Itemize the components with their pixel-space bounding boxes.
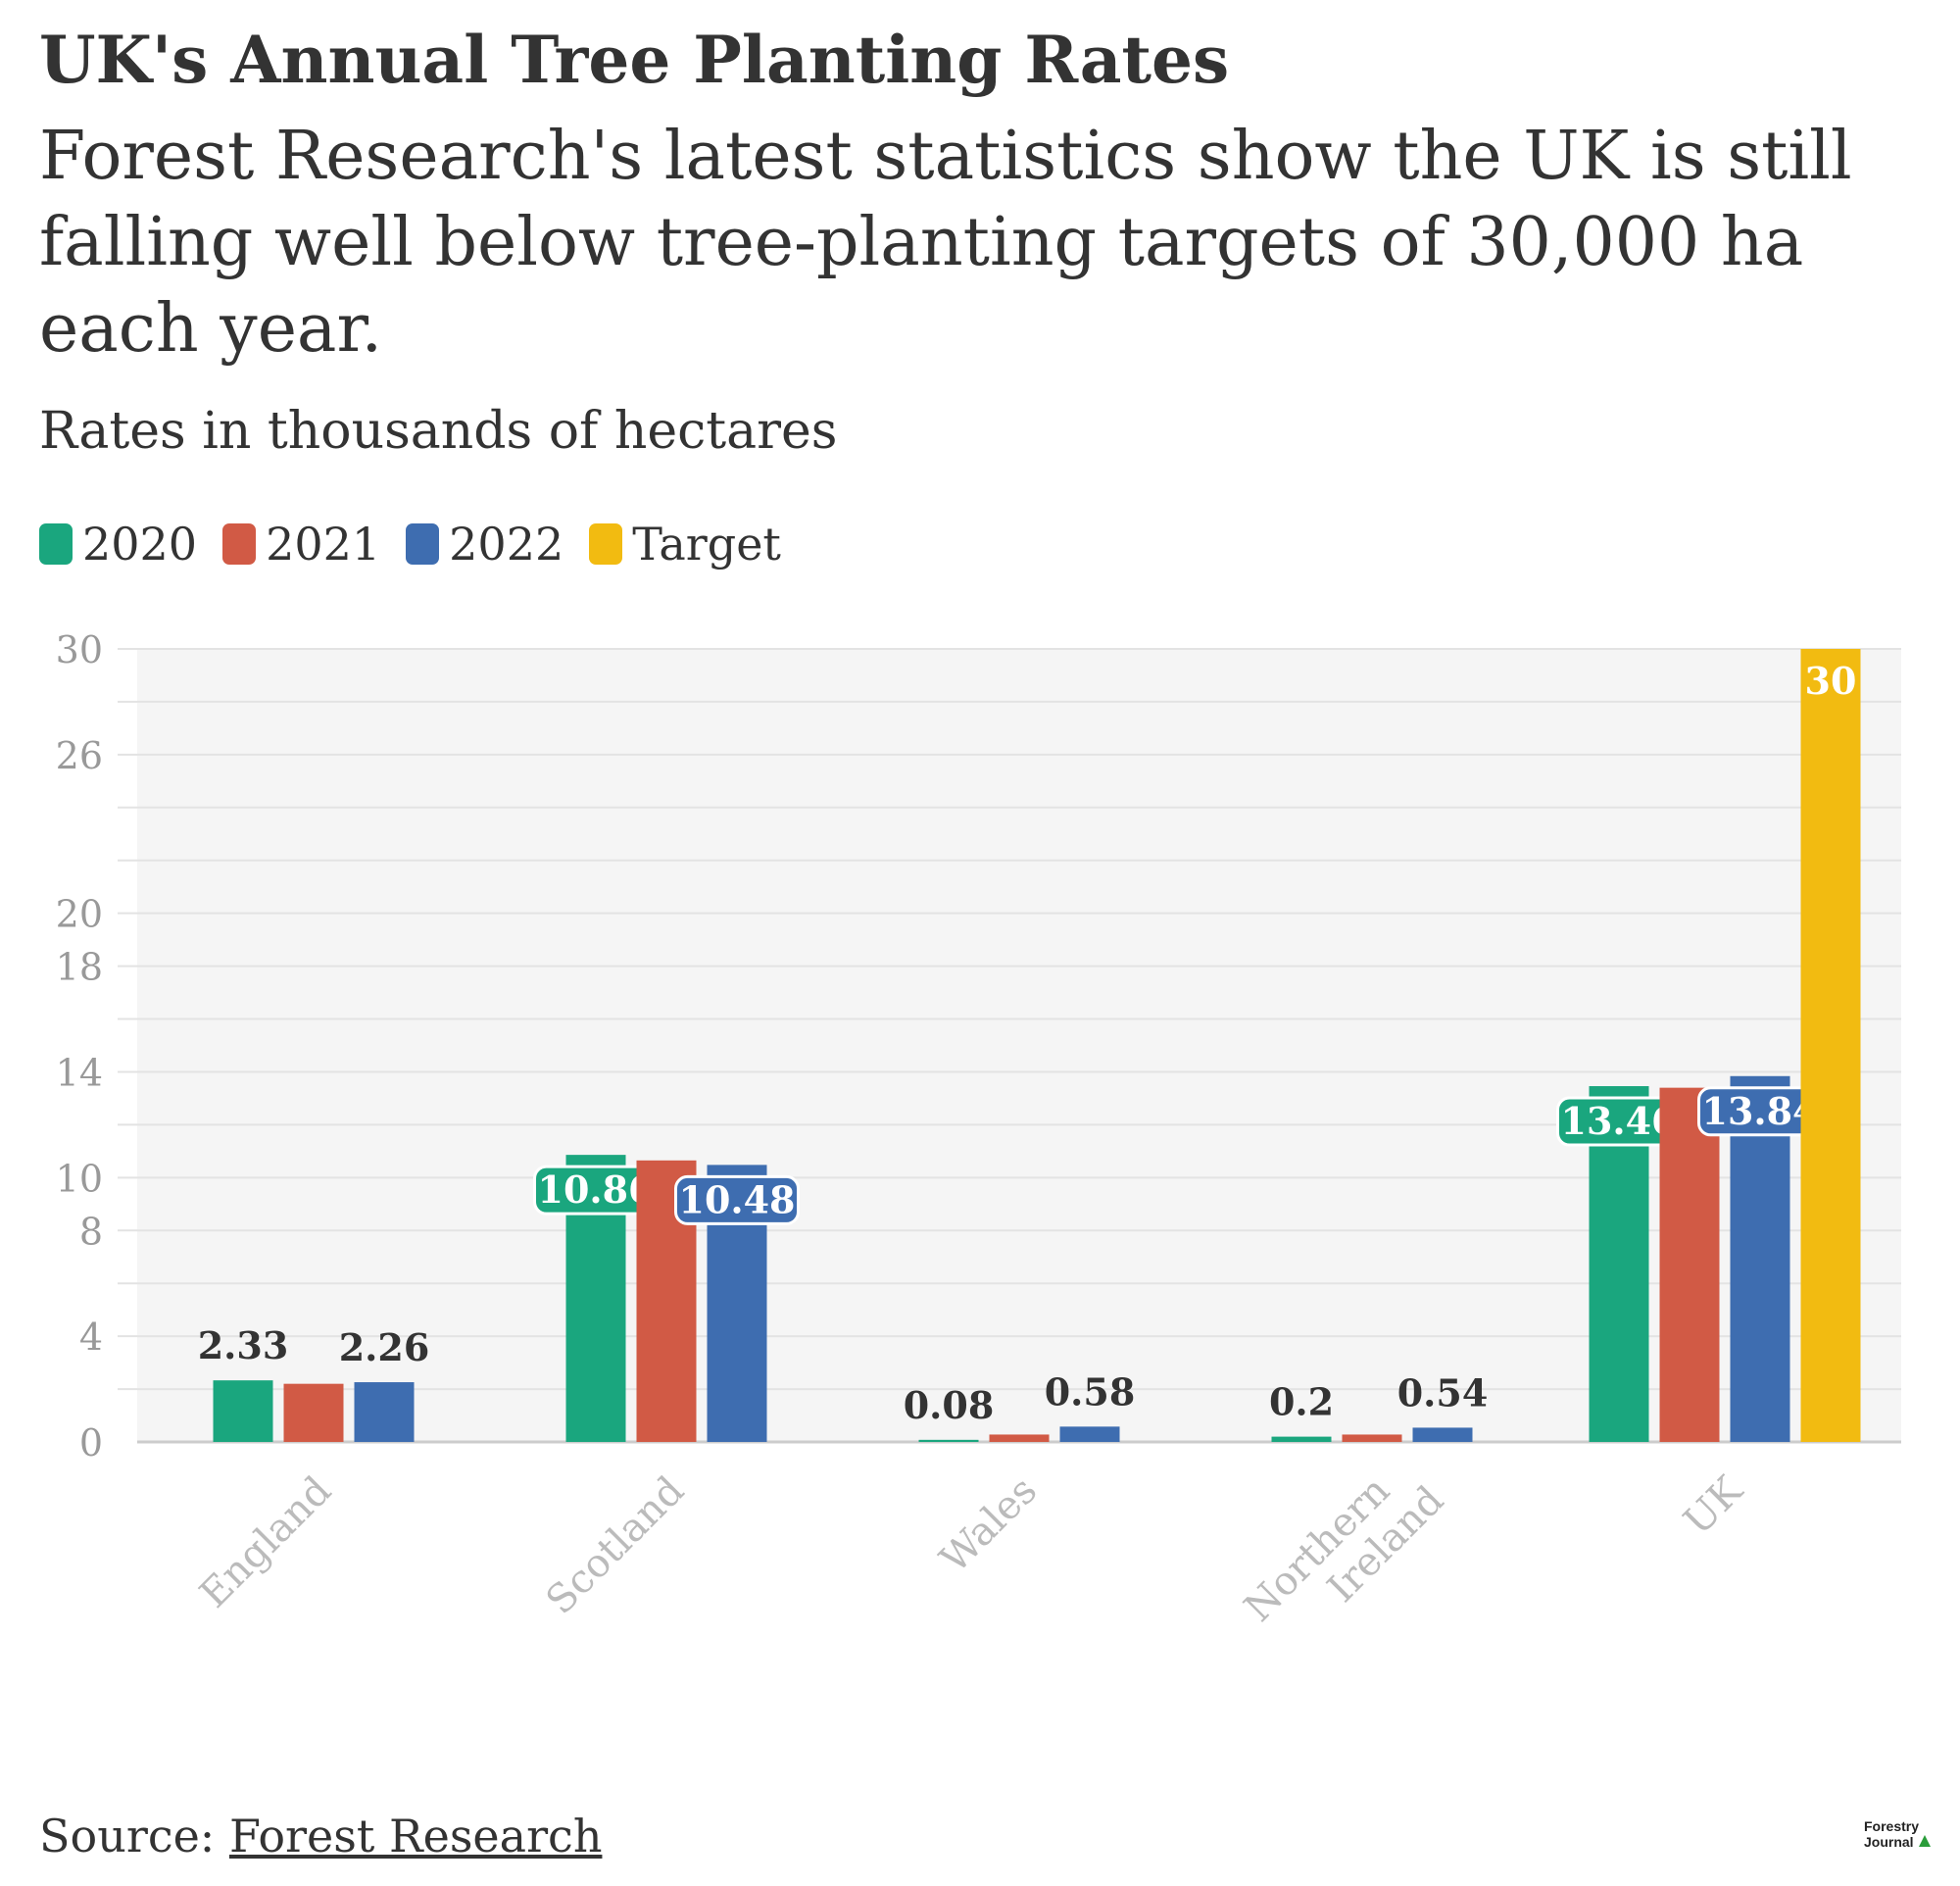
data-label-2020-northern-ireland: 0.2 [1269,1380,1334,1424]
bar-2022-wales [1059,1426,1120,1442]
bar-2022-england [354,1382,415,1442]
legend-item-2020[interactable]: 2020 [39,518,197,571]
data-label-2022-northern-ireland: 0.54 [1397,1370,1489,1414]
bar-2021-england [283,1383,344,1442]
forestry-journal-logo: Forestry Journal [1864,1818,1931,1850]
x-tick-label-line: England [191,1468,340,1617]
data-label-2022-england: 2.26 [339,1325,430,1369]
legend-label-target: Target [632,518,781,571]
bar-2022-uk [1730,1075,1790,1442]
data-label-2020-scotland: 10.86 [538,1167,655,1212]
x-tick-label-line: UK [1676,1467,1752,1544]
data-label-target-uk: 30 [1805,659,1857,703]
legend-swatch-2022 [406,523,440,565]
legend-swatch-target [589,523,623,565]
x-tick-label-northern-ireland: NorthernIreland [1236,1446,1452,1663]
source-prefix: Source: [39,1810,229,1862]
legend-item-2022[interactable]: 2022 [406,518,564,571]
data-label-2022-scotland-box [674,1174,800,1225]
bar-2022-northern-ireland [1412,1427,1473,1442]
legend-item-target[interactable]: Target [589,518,781,571]
x-tick-label-line: Wales [932,1468,1046,1582]
svg-text:Journal: Journal [1864,1834,1914,1850]
x-tick-label-england: England [191,1468,340,1617]
bar-2021-northern-ireland [1342,1434,1402,1442]
x-tick-label-scotland: Scotland [538,1468,693,1623]
units-note: Rates in thousands of hectares [39,402,838,461]
legend-label-2021: 2021 [266,518,381,571]
bar-target-uk [1800,649,1861,1442]
legend-label-2020: 2020 [82,518,198,571]
y-tick-label: 20 [56,893,103,936]
x-tick-label-line: Scotland [538,1468,693,1623]
data-label-2022-uk: 13.84 [1702,1089,1819,1133]
y-tick-label: 30 [56,628,103,671]
bar-2020-northern-ireland [1271,1436,1332,1442]
svg-text:Forestry: Forestry [1864,1818,1919,1834]
y-tick-label: 18 [56,946,103,989]
data-label-2022-wales: 0.58 [1045,1369,1136,1414]
x-tick-label-wales: Wales [932,1468,1046,1582]
y-tick-label: 8 [79,1210,103,1253]
y-tick-label: 26 [56,734,103,777]
bar-2020-england [213,1380,273,1442]
bar-2020-wales [918,1439,979,1442]
data-label-2022-scotland: 10.48 [679,1177,796,1221]
data-label-2020-uk: 13.46 [1561,1099,1678,1143]
y-tick-label: 14 [56,1051,103,1094]
legend-swatch-2021 [222,523,257,565]
legend-label-2022: 2022 [449,518,564,571]
legend-swatch-2020 [39,523,73,565]
bar-2021-uk [1659,1087,1720,1442]
bar-2021-wales [989,1434,1050,1442]
legend-item-2021[interactable]: 2021 [222,518,380,571]
x-tick-label-uk: UK [1676,1467,1752,1544]
source-link[interactable]: Forest Research [228,1810,603,1862]
y-tick-label: 4 [79,1315,103,1359]
y-tick-label: 0 [79,1421,103,1464]
source-line: Source: Forest Research [39,1810,602,1862]
bar-chart: 0 4 8 10 14 18 20 26 30 2.33 2.26 England 10.86 10.48… [56,628,1901,1663]
data-label-2020-england: 2.33 [198,1323,289,1367]
legend: 2020 2021 2022 Target [39,515,807,573]
chart-title: UK's Annual Tree Planting Rates [39,22,1230,98]
y-tick-label: 10 [56,1157,103,1200]
data-label-2020-wales: 0.08 [904,1383,995,1427]
chart-subtitle: Forest Research's latest statistics show… [39,118,1852,368]
